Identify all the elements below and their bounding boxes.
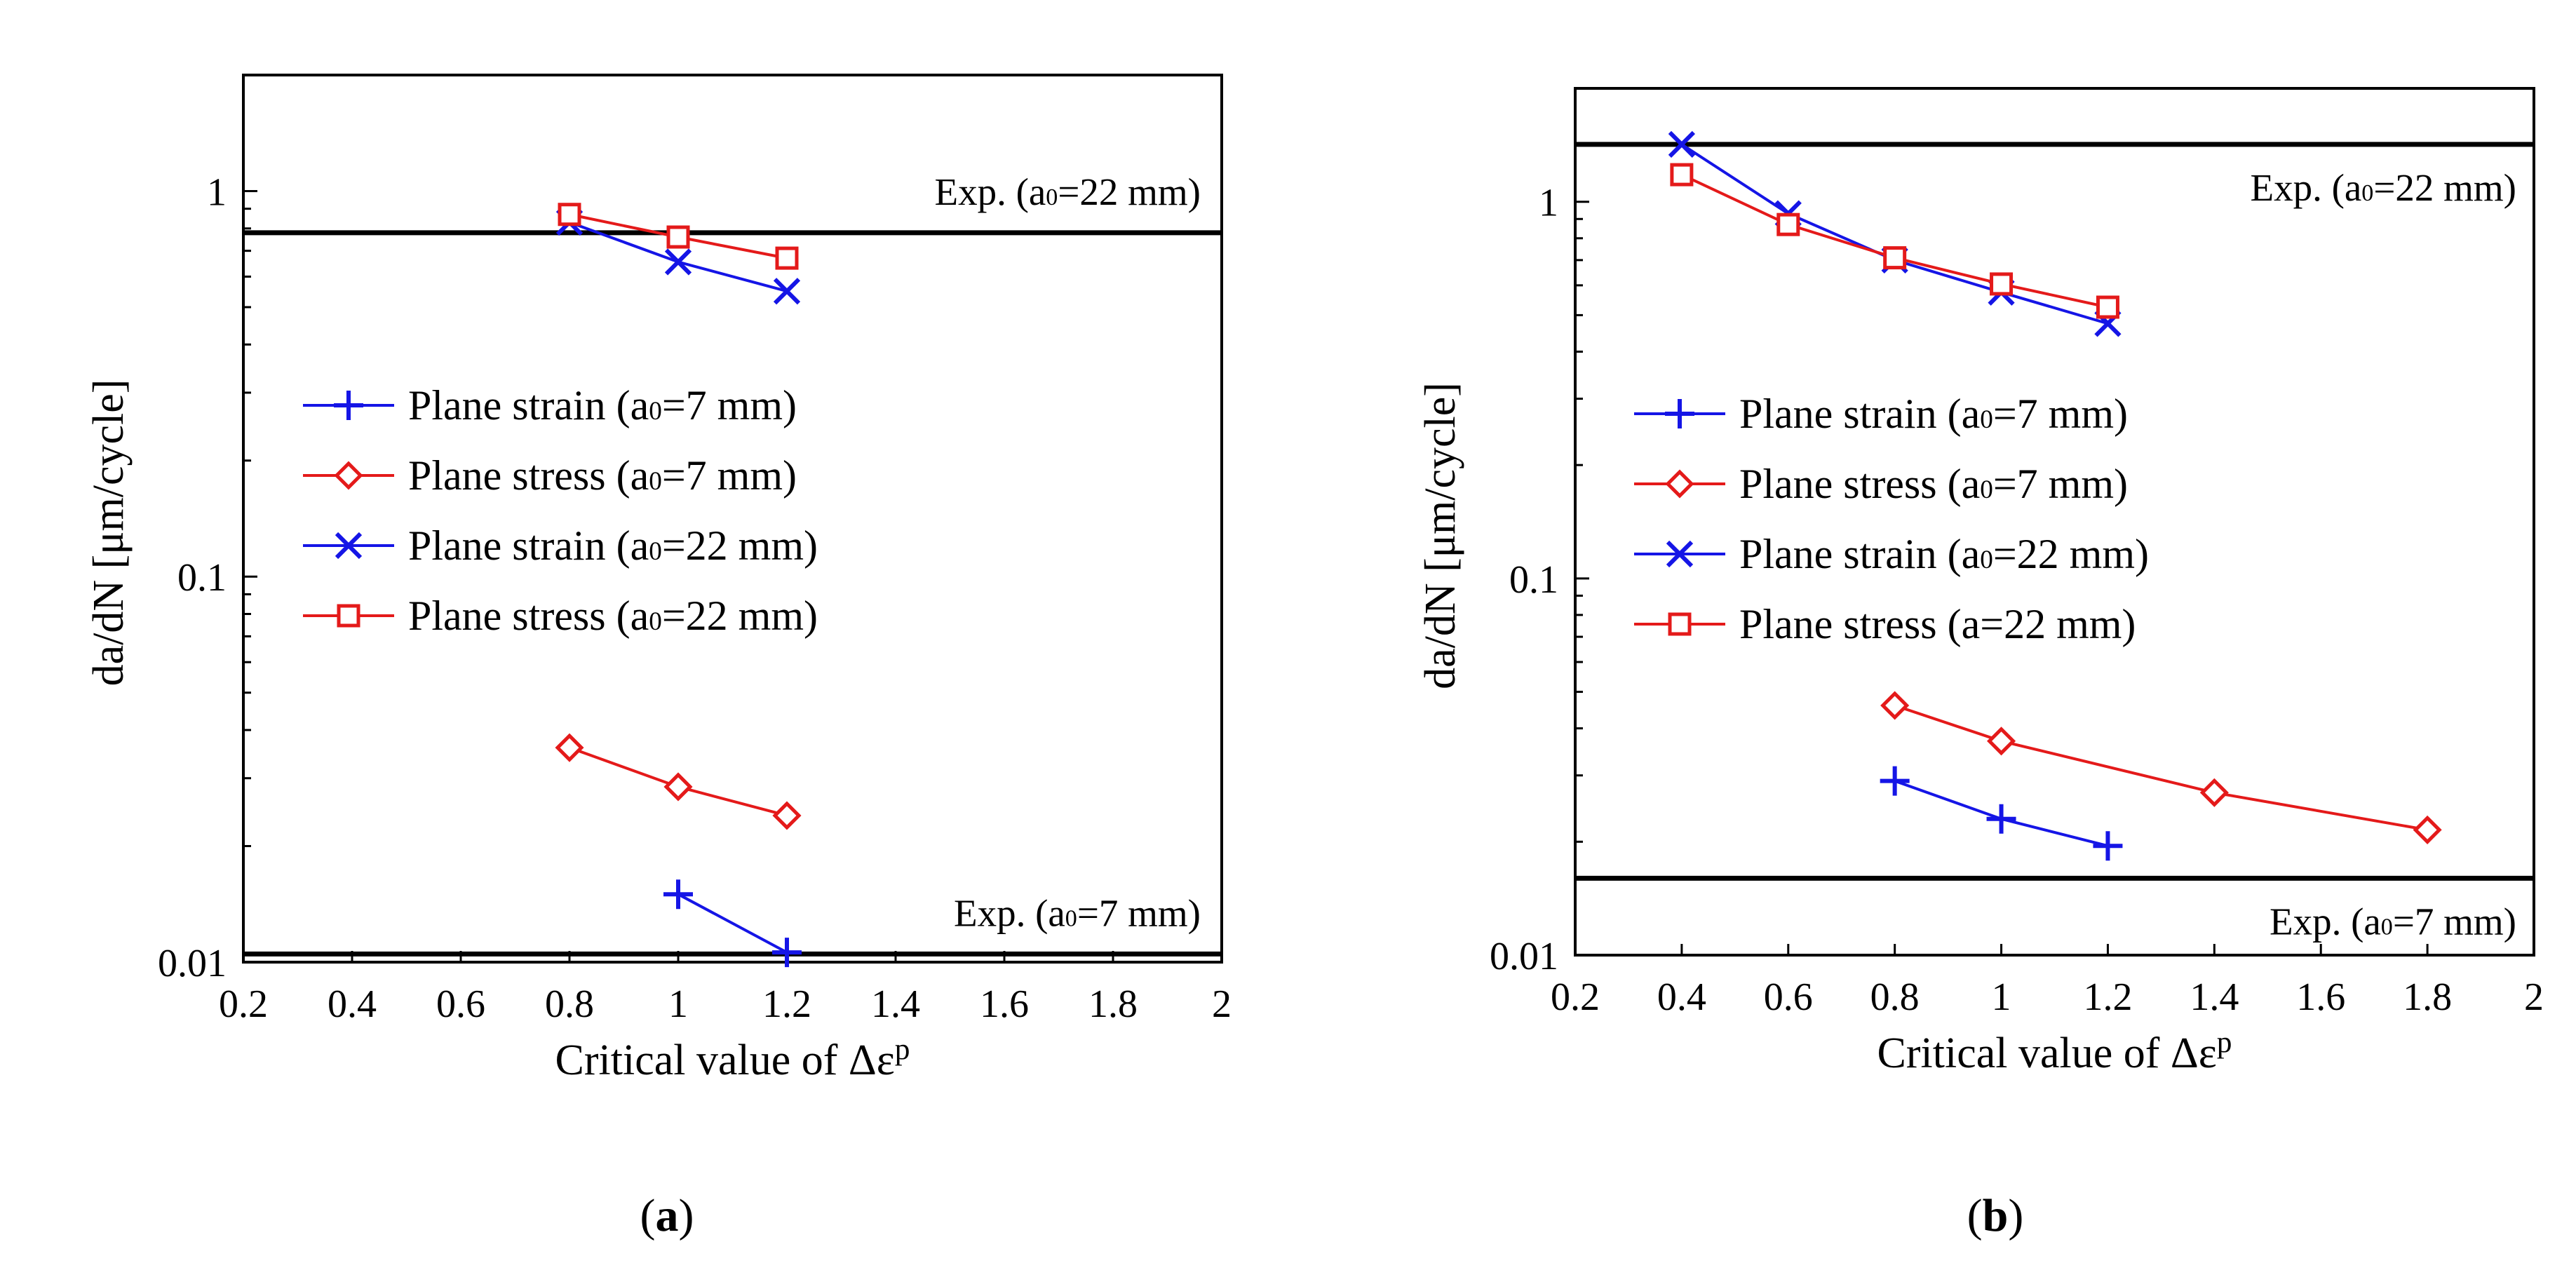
plot-frame [1574,87,2535,957]
series-1 [555,733,802,830]
x-tick-label: 0.2 [219,982,268,1026]
legend: Plane strain (a0=7 mm) Plane stress (a0=7… [303,382,818,639]
series-3 [558,203,799,270]
data-point [664,248,692,276]
x-axis-label: Critical value of Δεp [1877,1025,2232,1077]
data-point [772,801,802,830]
y-tick-label: 0.01 [1490,935,1558,978]
x-tick-label: 0.6 [436,982,485,1026]
data-point [2093,831,2123,861]
data-point [1880,691,1910,720]
data-point [2413,815,2442,844]
legend-marker [1665,399,1694,428]
x-tick-label: 1 [668,982,688,1026]
data-point [1880,766,1910,796]
data-point [772,938,802,968]
data-point [1986,804,2016,834]
legend-marker [337,604,360,628]
series-3 [1670,163,2119,319]
x-tick-label: 1.2 [2083,975,2132,1019]
x-tick-label: 1.4 [871,982,920,1026]
data-point [558,203,581,227]
legend-label: Plane strain (a0=7 mm) [408,382,797,428]
reference-line-label: Exp. (a0=7 mm) [954,891,1201,934]
legend-marker [1668,612,1692,636]
x-tick-label: 0.4 [1657,975,1706,1019]
reference-line-label: Exp. (a0=22 mm) [2250,166,2516,209]
series-2 [555,208,801,305]
reference-line-label: Exp. (a0=7 mm) [2270,900,2516,943]
x-tick-label: 1.8 [1088,982,1138,1026]
series-line [1894,704,2428,832]
plot-frame [242,74,1223,964]
x-tick-label: 1.8 [2403,975,2452,1019]
data-point [1990,272,2014,296]
series-0 [1880,766,2123,861]
x-axis-label: Critical value of Δεp [555,1032,910,1084]
data-point [666,225,690,249]
y-tick-label: 0.01 [158,942,227,985]
data-point [1883,246,1907,270]
legend-marker [334,391,363,420]
series-2 [1668,130,2122,337]
legend-label: Plane stress (a0=7 mm) [1739,461,2128,507]
series-line [677,893,788,954]
x-tick-label: 0.8 [545,982,594,1026]
data-point [2096,295,2119,319]
legend-label: Plane stress (a0=22 mm) [408,593,818,639]
data-point [1670,163,1694,187]
x-tick-label: 0.2 [1551,975,1600,1019]
data-point [1776,212,1800,236]
legend-label: Plane strain (a0=22 mm) [1739,531,2149,577]
legend-marker [334,461,363,490]
x-tick-label: 1.2 [762,982,811,1026]
series-0 [663,879,802,968]
panel-caption: (b) [1967,1190,2024,1241]
data-point [775,246,799,270]
x-tick-label: 0.6 [1764,975,1813,1019]
data-point [1668,130,1696,158]
x-tick-label: 1 [1992,975,2011,1019]
x-tick-label: 1.6 [980,982,1029,1026]
legend: Plane strain (a0=7 mm) Plane stress (a0=7… [1634,391,2149,647]
chart-panel-b: 0.2 0.4 0.6 0.8 1 1.2 1.4 1.6 1.8 2 0.01 0.1 1 Critic… [1417,87,2544,1241]
x-tick-label: 0.8 [1870,975,1920,1019]
legend-label: Plane strain (a0=7 mm) [1739,391,2128,437]
y-tick-label: 0.1 [177,556,227,600]
data-point [555,733,584,762]
reference-line-label: Exp. (a0=22 mm) [934,170,1201,213]
x-tick-label: 1.4 [2190,975,2239,1019]
y-tick-label: 0.1 [1509,558,1558,602]
data-point [1987,727,2016,756]
x-tick-label: 2 [1212,982,1232,1026]
y-axis-label: da/dN [μm/cycle] [1417,382,1464,689]
legend-label: Plane strain (a0=22 mm) [408,522,818,569]
series-1 [1880,691,2442,844]
legend-marker [1666,540,1694,568]
x-tick-label: 1.6 [2296,975,2345,1019]
data-point [663,772,693,802]
legend-marker [1665,469,1694,499]
legend-label: Plane stress (a=22 mm) [1739,601,2136,647]
series-line [1680,143,2109,325]
y-tick-label: 1 [207,170,227,214]
x-tick-label: 2 [2524,975,2544,1019]
x-tick-label: 0.4 [328,982,377,1026]
y-tick-label: 1 [1539,182,1558,225]
chart-panel-a: 0.2 0.4 0.6 0.8 1 1.2 1.4 1.6 1.8 2 0.01 0.1 1 Critic… [85,74,1232,1241]
data-point [663,879,693,910]
legend-marker [335,532,363,560]
legend-label: Plane stress (a0=7 mm) [408,452,797,499]
data-point [2199,778,2229,807]
series-line [1681,173,2108,309]
panel-caption: (a) [640,1190,694,1241]
data-point [773,278,801,305]
y-axis-label: da/dN [μm/cycle] [85,379,133,687]
